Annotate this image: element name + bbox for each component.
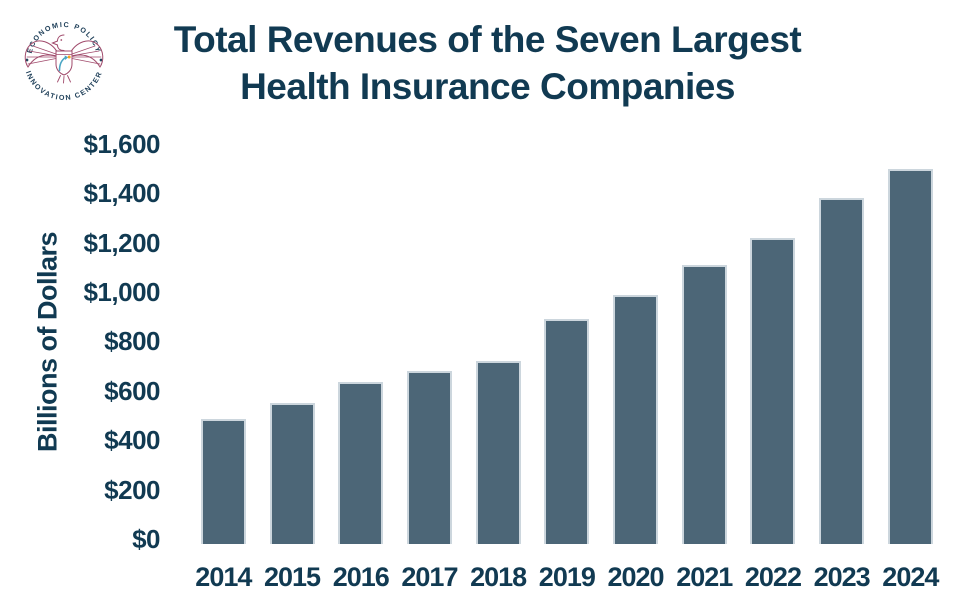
bar-2015 — [269, 403, 315, 544]
x-tick-label-2017: 2017 — [401, 562, 458, 592]
bar-2020 — [613, 295, 659, 544]
bar-2016 — [338, 382, 384, 544]
growth-arrowhead-icon — [64, 55, 69, 60]
chart-title-line2: Health Insurance Companies — [240, 66, 735, 107]
logo-right-diamond-icon — [99, 58, 103, 62]
bar-2017 — [406, 371, 452, 544]
orange-dot-icon — [67, 55, 71, 59]
x-tick-label-2014: 2014 — [195, 562, 252, 592]
y-tick-label-0: $0 — [132, 524, 160, 554]
x-tick-label-2023: 2023 — [813, 562, 871, 592]
x-tick-label-2024: 2024 — [882, 562, 939, 592]
chart-title-line1: Total Revenues of the Seven Largest — [173, 19, 802, 60]
y-tick-label-800: $800 — [104, 326, 160, 357]
y-tick-label-1600: $1,600 — [83, 128, 160, 159]
bar-2019 — [544, 319, 590, 544]
y-tick-label-200: $200 — [104, 474, 160, 505]
bar-2022 — [750, 238, 796, 544]
bar-2014 — [200, 419, 246, 544]
x-tick-label-2020: 2020 — [607, 562, 664, 592]
y-tick-label-400: $400 — [104, 425, 160, 456]
bar-2024 — [887, 169, 933, 544]
x-tick-label-2021: 2021 — [676, 562, 733, 592]
x-tick-label-2019: 2019 — [538, 562, 596, 592]
bar-2021 — [681, 265, 727, 544]
x-tick-label-2015: 2015 — [263, 562, 321, 592]
epic-logo: ECONOMIC POLICY INNOVATION CENTER — [24, 20, 104, 102]
x-tick-label-2018: 2018 — [470, 562, 527, 592]
y-tick-label-1200: $1,200 — [83, 227, 160, 258]
bar-2023 — [819, 198, 865, 544]
x-tick-label-2016: 2016 — [332, 562, 390, 592]
growth-arrow-icon — [58, 56, 67, 72]
y-tick-label-600: $600 — [104, 375, 160, 406]
y-tick-label-1400: $1,400 — [83, 178, 160, 209]
chart-title: Total Revenues of the Seven Largest Heal… — [105, 16, 870, 110]
y-tick-label-1000: $1,000 — [83, 277, 160, 307]
x-tick-label-2022: 2022 — [744, 562, 802, 592]
bar-2018 — [475, 361, 521, 544]
